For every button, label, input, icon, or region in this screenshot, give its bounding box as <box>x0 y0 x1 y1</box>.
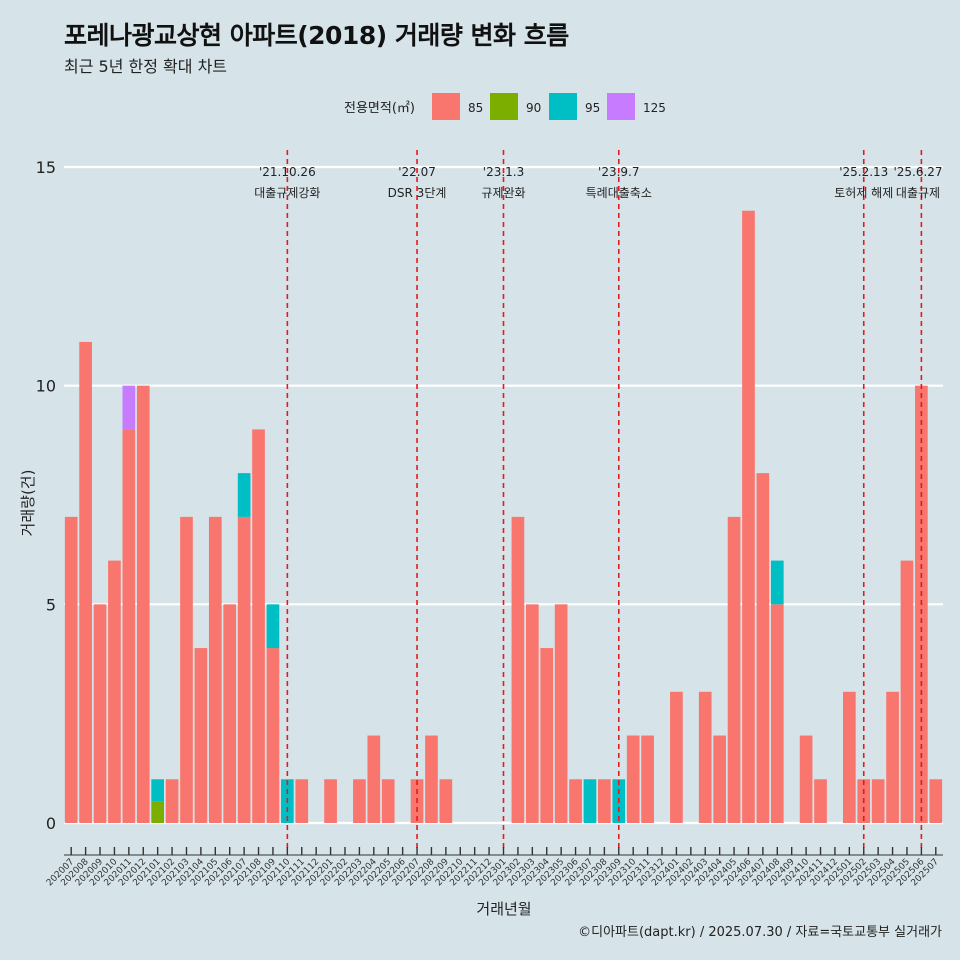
bar-202308-85 <box>598 779 611 823</box>
bar-202109-85 <box>266 648 280 823</box>
legend-key-85 <box>432 93 460 120</box>
bar-202103-85 <box>180 516 193 823</box>
bar-202405-85 <box>727 516 741 823</box>
bar-202111-85 <box>295 779 309 823</box>
event-label: 규제완화 <box>481 186 525 200</box>
event-date: '21.10.26 <box>259 165 316 179</box>
x-axis: 2020072020082020092020102020112020122021… <box>45 847 943 888</box>
y-tick-label: 0 <box>46 814 56 833</box>
bar-202007-85 <box>64 516 78 823</box>
legend-key-95 <box>549 93 577 120</box>
event-label: DSR 3단계 <box>388 186 447 200</box>
bar-202009-85 <box>93 604 107 823</box>
bar-202408-95 <box>770 560 784 605</box>
bar-202107-85 <box>237 516 251 823</box>
legend-label-125: 125 <box>643 101 666 115</box>
bar-202208-85 <box>425 735 438 823</box>
event-date: '25.6.27 <box>893 165 942 179</box>
legend-title: 전용면적(㎡) <box>344 101 415 116</box>
bar-202406-85 <box>742 210 755 823</box>
event-label: 대출규제강화 <box>254 186 320 200</box>
bar-202410-85 <box>799 735 813 823</box>
bar-202012-85 <box>136 385 150 823</box>
bar-202311-85 <box>641 735 654 823</box>
bar-202310-85 <box>626 735 640 823</box>
bar-202008-85 <box>79 341 92 823</box>
bar-202303-85 <box>525 604 539 823</box>
bar-202106-85 <box>223 604 237 823</box>
y-tick-label: 5 <box>46 595 56 614</box>
legend-label-85: 85 <box>468 101 483 115</box>
bar-202203-85 <box>353 779 366 823</box>
source-caption: ©디아파트(dapt.kr) / 2025.07.30 / 자료=국토교통부 실… <box>578 925 942 940</box>
bar-202108-85 <box>252 429 265 823</box>
bar-202011-125 <box>122 385 136 430</box>
bars <box>64 210 943 823</box>
bar-202408-85 <box>770 604 784 823</box>
bar-202403-85 <box>698 691 712 823</box>
chart-title: 포레나광교상현 아파트(2018) 거래량 변화 흐름 <box>64 21 569 50</box>
event-label: 특례대출축소 <box>586 186 652 200</box>
y-tick-label: 10 <box>36 377 56 396</box>
legend-key-125 <box>607 93 635 120</box>
bar-202407-85 <box>756 473 770 823</box>
event-date: '23.9.7 <box>598 165 639 179</box>
bar-202011-85 <box>122 429 136 823</box>
x-axis-label: 거래년월 <box>476 900 531 918</box>
event-date: '25.2.13 <box>839 165 888 179</box>
y-axis-ticks: 0 5 10 15 <box>36 158 56 833</box>
bar-202101-95 <box>151 779 165 802</box>
bar-202107-95 <box>237 473 251 517</box>
bar-202404-85 <box>713 735 726 823</box>
chart-subtitle: 최근 5년 한정 확대 차트 <box>64 57 228 76</box>
legend: 전용면적(㎡) 85 90 95 125 <box>344 93 666 120</box>
bar-202109-95 <box>266 604 280 649</box>
bar-202102-85 <box>165 779 179 823</box>
bar-202201-85 <box>324 779 337 823</box>
event-lines: '21.10.26 대출규제강화 '22.07 DSR 3단계 '23.1.3 규제완화 '… <box>254 150 943 848</box>
bar-202505-85 <box>900 560 914 823</box>
bar-202302-85 <box>511 516 525 823</box>
bar-202105-85 <box>208 516 222 823</box>
bar-202305-85 <box>554 604 568 823</box>
bar-202307-95 <box>583 779 597 823</box>
event-date: '22.07 <box>398 165 436 179</box>
legend-key-90 <box>490 93 518 120</box>
bar-202411-85 <box>814 779 827 823</box>
event-label: 대출규제 <box>896 186 940 200</box>
bar-202101-90 <box>151 801 165 823</box>
y-tick-label: 15 <box>36 158 56 177</box>
event-label: 토허제 해제 <box>834 186 893 200</box>
bar-202209-85 <box>439 779 453 823</box>
bar-202104-85 <box>194 648 208 823</box>
bar-202304-85 <box>540 648 554 823</box>
legend-label-95: 95 <box>585 101 600 115</box>
bar-202205-85 <box>381 779 395 823</box>
bar-202501-85 <box>842 691 856 823</box>
bar-202504-85 <box>886 691 899 823</box>
y-axis-label: 거래량(건) <box>19 470 37 537</box>
bar-202306-85 <box>569 779 582 823</box>
event-date: '23.1.3 <box>483 165 524 179</box>
bar-202503-85 <box>871 779 885 823</box>
bar-202507-85 <box>929 779 943 823</box>
legend-label-90: 90 <box>526 101 541 115</box>
bar-202204-85 <box>367 735 381 823</box>
bar-202010-85 <box>108 560 121 823</box>
bar-202401-85 <box>670 691 683 823</box>
